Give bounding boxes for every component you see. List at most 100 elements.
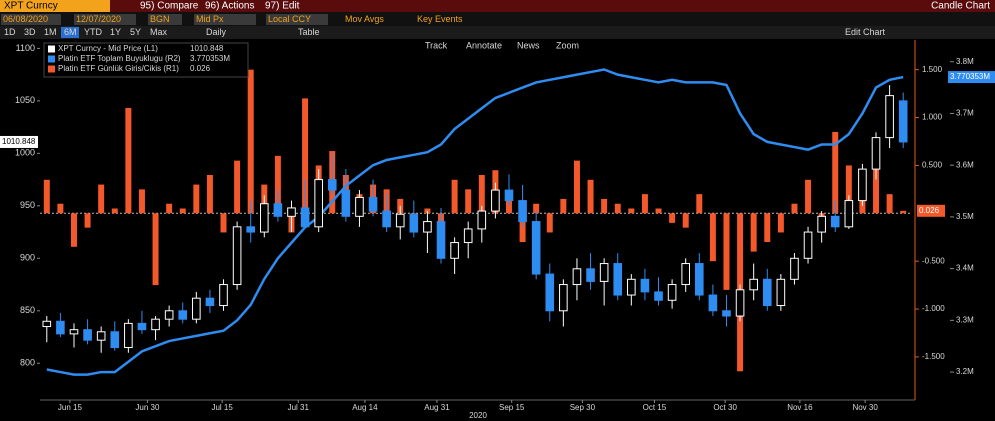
candle-body — [192, 297, 201, 320]
option[interactable]: Mov Avgs — [345, 14, 384, 24]
x-tick-label: Jul 31 — [288, 403, 310, 412]
candle-body — [627, 278, 636, 296]
field[interactable]: Mid Px — [196, 14, 224, 24]
tool[interactable]: Zoom — [556, 40, 579, 50]
candle-body — [586, 268, 595, 282]
date-input[interactable] — [74, 14, 136, 25]
flow-bar — [125, 107, 132, 214]
candle-body — [423, 221, 432, 233]
candle-body — [518, 200, 527, 223]
flow-bar — [546, 213, 553, 233]
option[interactable]: Key Events — [417, 14, 463, 24]
field[interactable]: Local CCY — [268, 14, 311, 24]
x-tick-label: Oct 30 — [713, 403, 737, 412]
last-flow-box — [917, 204, 945, 217]
candle-body — [545, 273, 555, 312]
candle-body — [803, 231, 813, 259]
candle-body — [355, 196, 364, 217]
candle-body — [640, 278, 650, 293]
y3-tick-label: 3.5M — [956, 212, 974, 221]
candle-body — [871, 137, 881, 170]
aum-line — [46, 68, 904, 376]
last-price-box — [0, 135, 38, 148]
frequency[interactable]: Daily — [206, 27, 227, 37]
flow-bar — [628, 208, 635, 214]
tool[interactable]: Annotate — [466, 40, 502, 50]
period[interactable]: YTD — [84, 27, 103, 37]
x-tick-label: Oct 15 — [643, 403, 667, 412]
candle-body — [735, 289, 745, 317]
candle-body — [790, 257, 799, 280]
period[interactable]: 1Y — [110, 27, 121, 37]
candle-body — [124, 322, 133, 349]
flow-bar — [805, 179, 812, 214]
period[interactable]: 5Y — [130, 27, 141, 37]
field-input[interactable] — [148, 14, 182, 25]
candle-body — [42, 320, 52, 328]
flow-bar — [709, 213, 716, 262]
flow-bar — [777, 213, 784, 233]
tool[interactable]: News — [517, 40, 540, 50]
flow-bar — [478, 175, 485, 214]
flow-bar — [669, 213, 676, 223]
y-tick-label: 1000 — [15, 148, 35, 158]
period[interactable]: 6M — [64, 27, 77, 37]
plot: Jun 15 Jun 30 Jul 15 Jul 31 Aug 14 Aug 31 Sep … — [15, 43, 974, 412]
flow-bar — [614, 203, 621, 214]
candle-body — [504, 189, 514, 202]
flow-bar — [451, 179, 458, 214]
y-tick-label: 1050 — [15, 95, 35, 105]
flow-bar — [70, 213, 77, 247]
flow-bar — [302, 98, 309, 214]
candle-body — [69, 329, 79, 335]
field[interactable]: BGN — [150, 14, 170, 24]
y2-tick-label: 0.500 — [922, 161, 943, 170]
candle-body — [572, 268, 582, 286]
security-box[interactable] — [0, 0, 110, 12]
start-date[interactable]: 06/08/2020 — [3, 14, 48, 24]
table-button[interactable]: Table — [298, 27, 320, 37]
legend-label: Platin ETF Toplam Buyuklugu (R2) — [58, 54, 181, 63]
end-date[interactable]: 12/07/2020 — [76, 14, 121, 24]
candle-body — [463, 228, 473, 244]
flow-bar — [560, 198, 567, 214]
edit-chart[interactable]: Edit Chart — [845, 27, 886, 37]
flow-bar — [641, 194, 648, 214]
y3-tick-label: 3.7M — [956, 109, 974, 118]
y3-tick-label: 3.6M — [956, 160, 974, 169]
flow-bar — [533, 203, 540, 214]
menu-item[interactable]: 95) Compare — [140, 1, 199, 12]
period[interactable]: Max — [150, 27, 168, 37]
candle-body — [436, 221, 446, 259]
tool[interactable]: Track — [425, 40, 448, 50]
field-input[interactable] — [194, 14, 256, 25]
candle-body — [667, 284, 677, 301]
flow-bar — [193, 184, 200, 214]
x-tick-label: Nov 30 — [852, 403, 878, 412]
period-bar — [0, 26, 995, 39]
flow-bar — [723, 213, 730, 290]
candle-body — [96, 331, 106, 341]
menu-item[interactable]: 97) Edit — [265, 1, 300, 12]
y2-tick-label: 1.000 — [922, 113, 943, 122]
legend-label: Platin ETF Günlük Giris/Cikis (R1) — [58, 64, 179, 73]
field-input[interactable] — [266, 14, 328, 25]
flow-bar — [764, 213, 771, 243]
y-tick-label: 950 — [20, 200, 35, 210]
period[interactable]: 1M — [44, 27, 57, 37]
legend-value: 3.770353M — [190, 54, 230, 63]
candle-body — [477, 210, 487, 230]
y2-tick-label: -0.500 — [922, 256, 945, 265]
period-selected[interactable] — [61, 27, 79, 38]
menu-item[interactable]: 96) Actions — [205, 1, 254, 12]
period[interactable]: 3D — [24, 27, 36, 37]
period[interactable]: 1D — [4, 27, 16, 37]
candle-body — [681, 263, 691, 286]
date-input[interactable] — [1, 14, 61, 25]
security[interactable]: XPT Curncy — [4, 1, 58, 12]
last-aum: 3.770353M — [950, 72, 990, 81]
flow-bar — [696, 194, 703, 214]
flow-bar — [587, 179, 594, 214]
candle-body — [368, 196, 378, 212]
candle-body — [178, 310, 188, 320]
